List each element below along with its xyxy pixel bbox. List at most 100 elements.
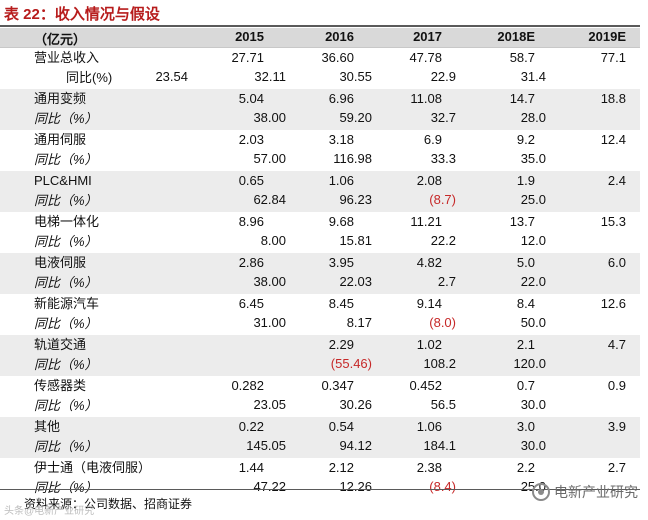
value-cell: 15.3 [600, 214, 626, 229]
growth-cell: 62.84 [253, 192, 286, 207]
growth-cell: 15.81 [339, 233, 372, 248]
growth-cell: 32.11 [254, 69, 286, 84]
growth-cell: 59.20 [339, 110, 372, 125]
growth-cell: 94.12 [339, 438, 372, 453]
growth-cell: 120.0 [513, 356, 546, 371]
growth-cell: 108.2 [423, 356, 456, 371]
value-cell: 3.0 [516, 419, 535, 434]
table-title: 表 22：收入情况与假设 [4, 6, 160, 23]
growth-label: 同比（%） [34, 439, 98, 454]
growth-cell: 23.05 [253, 397, 286, 412]
table-row: 传感器类 同比（%） 0.282 0.347 0.452 0.7 0.9 23.05 30.26… [0, 376, 640, 417]
value-cell: 4.7 [607, 337, 626, 352]
table-row: 新能源汽车 同比（%） 6.45 8.45 9.14 8.4 12.6 31.00 8.17 (8… [0, 294, 640, 335]
row-label: 营业总收入 [34, 50, 100, 65]
growth-cell: 56.5 [430, 397, 456, 412]
growth-cell: 30.26 [339, 397, 372, 412]
value-cell: 2.1 [516, 337, 535, 352]
table-body: 营业总收入 同比(%) 27.71 36.60 47.78 58.7 77.1 23.54 32… [0, 48, 640, 499]
growth-label: 同比（%） [34, 316, 98, 331]
growth-cell: (8.0) [429, 315, 456, 330]
revenue-table: （亿元） 2015 2016 2017 2018E 2019E 营业总收入 同比(… [0, 28, 640, 499]
wechat-icon [532, 483, 550, 501]
growth-cell: 23.54 [155, 69, 188, 84]
value-cell: 0.9 [607, 378, 626, 393]
growth-cell: 32.7 [430, 110, 456, 125]
value-cell: 0.347 [321, 378, 354, 393]
row-label: 伊士通（电液伺服） [34, 460, 152, 475]
value-cell: 27.71 [231, 50, 264, 65]
value-cell: 0.7 [516, 378, 535, 393]
growth-cell: 12.0 [520, 233, 546, 248]
growth-cell: 33.3 [430, 151, 456, 166]
value-cell: 3.95 [328, 255, 354, 270]
row-label: 新能源汽车 [34, 296, 100, 311]
growth-cell: 31.00 [253, 315, 286, 330]
value-cell: 9.2 [516, 132, 535, 147]
table-row: 营业总收入 同比(%) 27.71 36.60 47.78 58.7 77.1 23.54 32… [0, 48, 640, 89]
growth-label: 同比（%） [34, 275, 98, 290]
value-cell: 2.29 [328, 337, 354, 352]
row-label: 电液伺服 [34, 255, 87, 270]
year-header: 2015 [235, 29, 264, 44]
value-cell: 11.08 [410, 91, 442, 106]
value-cell: 77.1 [600, 50, 626, 65]
growth-cell: 28.0 [520, 110, 546, 125]
top-rule [0, 25, 640, 27]
year-header: 2019E [588, 29, 626, 44]
value-cell: 2.08 [416, 173, 442, 188]
value-cell: 47.78 [409, 50, 442, 65]
growth-label: 同比（%） [34, 357, 98, 372]
growth-label: 同比（%） [34, 234, 98, 249]
value-cell: 0.282 [231, 378, 264, 393]
value-cell: 0.22 [238, 419, 264, 434]
value-cell: 8.96 [238, 214, 264, 229]
value-cell: 5.04 [238, 91, 264, 106]
value-cell: 6.9 [423, 132, 442, 147]
value-cell: 13.7 [509, 214, 535, 229]
growth-cell: 57.00 [253, 151, 286, 166]
growth-cell: 31.4 [520, 69, 546, 84]
value-cell: 18.8 [600, 91, 626, 106]
growth-cell: 38.00 [253, 274, 286, 289]
growth-cell: 8.17 [346, 315, 372, 330]
growth-cell: 8.00 [260, 233, 286, 248]
value-cell: 0.452 [409, 378, 442, 393]
value-cell: 58.7 [509, 50, 535, 65]
row-label: 传感器类 [34, 378, 87, 393]
value-cell: 12.6 [600, 296, 626, 311]
row-label: PLC&HMI [34, 173, 92, 188]
table-row: 通用伺服 同比（%） 2.03 3.18 6.9 9.2 12.4 57.00 116.98 33… [0, 130, 640, 171]
table-row: 通用变频 同比（%） 5.04 6.96 11.08 14.7 18.8 38.00 59.20… [0, 89, 640, 130]
growth-cell: 30.55 [339, 69, 372, 84]
growth-cell: 96.23 [339, 192, 372, 207]
value-cell: 9.68 [328, 214, 354, 229]
value-cell: 1.44 [238, 460, 264, 475]
growth-label: 同比（%） [34, 152, 98, 167]
bottom-rule [0, 489, 640, 490]
growth-cell: 47.22 [253, 479, 286, 494]
growth-cell: (8.4) [429, 479, 456, 494]
value-cell: 14.7 [509, 91, 535, 106]
growth-label: 同比（%） [34, 480, 98, 495]
growth-cell: 184.1 [423, 438, 456, 453]
value-cell: 1.02 [416, 337, 442, 352]
table-row: 轨道交通 同比（%） 2.29 1.02 2.1 4.7 (55.46) 108.2 120.0 [0, 335, 640, 376]
value-cell: 36.60 [321, 50, 354, 65]
value-cell: 2.12 [328, 460, 354, 475]
growth-cell: 50.0 [520, 315, 546, 330]
value-cell: 4.82 [416, 255, 442, 270]
growth-cell: (55.46) [330, 356, 372, 371]
year-header: 2016 [325, 29, 354, 44]
value-cell: 1.9 [516, 173, 535, 188]
growth-cell: 22.2 [430, 233, 456, 248]
growth-cell: (8.7) [429, 192, 456, 207]
source-note: 资料来源：公司数据、招商证券 [24, 497, 193, 511]
table-row: 伊士通（电液伺服） 同比（%） 1.44 2.12 2.38 2.2 2.7 47.22 12.… [0, 458, 640, 499]
value-cell: 1.06 [328, 173, 354, 188]
table-row: 电液伺服 同比（%） 2.86 3.95 4.82 5.0 6.0 38.00 22.03 2.7… [0, 253, 640, 294]
table-row: PLC&HMI 同比（%） 0.65 1.06 2.08 1.9 2.4 62.84 96.23… [0, 171, 640, 212]
growth-cell: 35.0 [520, 151, 546, 166]
value-cell: 3.18 [328, 132, 354, 147]
row-label: 通用伺服 [34, 132, 87, 147]
